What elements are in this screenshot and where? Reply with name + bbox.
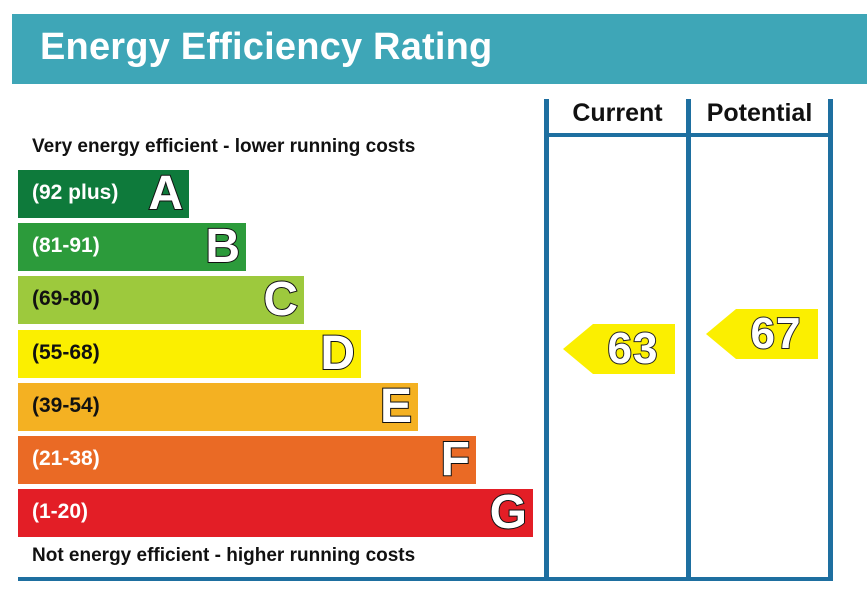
band-c: (69-80) C <box>18 272 304 327</box>
caption-efficient: Very energy efficient - lower running co… <box>32 136 416 157</box>
caption-inefficient: Not energy efficient - higher running co… <box>32 545 416 566</box>
band-letter: F <box>440 432 471 487</box>
column-divider-right <box>828 99 833 580</box>
current-column-title: Current <box>572 99 663 127</box>
band-a: (92 plus) A <box>18 166 189 221</box>
band-range-label: (1-20) <box>32 500 89 523</box>
band-range-label: (69-80) <box>32 287 100 310</box>
column-header-rule <box>544 133 833 137</box>
potential-column-title: Potential <box>706 99 813 127</box>
column-divider-left <box>544 99 549 580</box>
potential-arrow-shape <box>706 309 818 359</box>
chart-bottom-rule <box>18 577 833 581</box>
band-letter: B <box>204 219 241 274</box>
potential-rating-value: 67 <box>750 308 802 359</box>
band-range-label: (55-68) <box>32 341 100 364</box>
band-range-label: (21-38) <box>32 447 100 470</box>
current-arrow-shape <box>563 324 675 374</box>
band-letter: E <box>379 379 413 434</box>
band-range-label: (39-54) <box>32 394 100 417</box>
band-d: (55-68) D <box>18 326 361 381</box>
chart-title: Energy Efficiency Rating <box>40 26 493 68</box>
band-letter: D <box>319 326 356 381</box>
band-range-label: (81-91) <box>32 234 100 257</box>
current-rating-arrow: 63 <box>563 323 675 374</box>
band-e: (39-54) E <box>18 379 418 434</box>
band-letter: C <box>262 272 299 327</box>
current-rating-value: 63 <box>607 323 659 374</box>
potential-rating-arrow: 67 <box>706 308 818 359</box>
column-divider-middle <box>686 99 691 580</box>
band-range-label: (92 plus) <box>32 181 119 204</box>
band-f: (21-38) F <box>18 432 476 487</box>
band-letter: G <box>489 485 528 540</box>
band-letter: A <box>147 166 184 221</box>
band-b: (81-91) B <box>18 219 246 274</box>
band-g: (1-20) G <box>18 485 533 540</box>
title-banner: Energy Efficiency Rating <box>12 14 867 84</box>
